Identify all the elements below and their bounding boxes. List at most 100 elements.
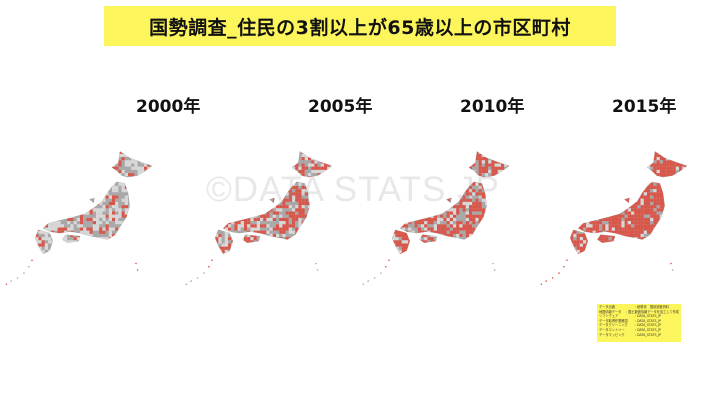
municipality-cell	[131, 243, 135, 247]
municipality-cell	[288, 198, 292, 202]
municipality-cell	[154, 212, 157, 215]
municipality-cell	[311, 240, 315, 244]
municipality-cell	[488, 221, 492, 225]
municipality-cell	[621, 192, 625, 196]
municipality-cell	[453, 157, 457, 161]
municipality-cell	[573, 153, 577, 158]
municipality-cell	[592, 151, 596, 154]
municipality-cell	[60, 253, 64, 254]
municipality-cell	[73, 153, 77, 158]
municipality-cell	[459, 246, 463, 250]
municipality-cell	[64, 185, 68, 190]
municipality-cell	[67, 166, 71, 170]
municipality-cell	[576, 169, 580, 174]
municipality-cell	[240, 160, 244, 164]
municipality-cell	[89, 214, 93, 218]
municipality-cell	[57, 166, 61, 170]
municipality-cell	[73, 211, 77, 215]
municipality-cell	[105, 192, 109, 196]
municipality-cell	[643, 169, 647, 174]
municipality-cell	[128, 153, 132, 158]
municipality-cell	[583, 198, 587, 202]
municipality-cell	[314, 224, 318, 228]
municipality-cell	[334, 212, 337, 215]
municipality-cell	[573, 240, 577, 244]
municipality-cell	[231, 224, 235, 228]
municipality-cell	[611, 198, 615, 202]
municipality-cell	[272, 151, 276, 154]
municipality-cell	[478, 185, 482, 190]
municipality-cell	[301, 253, 305, 254]
municipality-cell	[83, 157, 87, 161]
municipality-cell	[102, 211, 106, 215]
municipality-cell	[140, 208, 144, 212]
municipality-cell	[421, 246, 425, 250]
municipality-cell	[424, 214, 428, 218]
municipality-cell	[424, 221, 428, 225]
municipality-cell	[324, 237, 328, 241]
municipality-cell	[89, 221, 93, 225]
municipality-cell	[154, 189, 157, 192]
municipality-cell	[38, 192, 42, 196]
municipality-cell	[115, 166, 119, 170]
municipality-cell	[624, 237, 628, 241]
municipality-cell	[437, 151, 441, 154]
municipality-cell	[589, 189, 593, 193]
municipality-cell	[653, 217, 657, 222]
municipality-cell	[304, 221, 308, 225]
municipality-cell	[308, 253, 312, 254]
municipality-cell	[234, 237, 238, 241]
municipality-cell	[481, 205, 485, 209]
municipality-cell	[237, 163, 241, 167]
municipality-cell	[121, 240, 125, 244]
municipality-cell	[608, 211, 612, 215]
municipality-cell	[398, 153, 402, 158]
municipality-cell	[51, 224, 55, 228]
municipality-cell	[627, 160, 631, 164]
municipality-cell	[504, 201, 508, 206]
municipality-cell	[99, 201, 103, 206]
municipality-cell	[301, 227, 305, 231]
municipality-cell	[433, 151, 437, 154]
municipality-cell	[475, 198, 479, 202]
municipality-cell	[99, 173, 103, 177]
municipality-cell	[218, 233, 222, 238]
municipality-cell	[615, 166, 619, 170]
municipality-cell	[501, 176, 505, 180]
municipality-cell	[643, 214, 647, 218]
municipality-cell	[453, 224, 457, 228]
municipality-cell	[89, 192, 93, 196]
municipality-cell	[511, 199, 514, 202]
municipality-cell	[41, 201, 45, 206]
municipality-cell	[501, 227, 505, 231]
municipality-cell	[443, 148, 446, 151]
municipality-cell	[279, 253, 283, 254]
municipality-cell	[140, 179, 144, 183]
municipality-cell	[51, 182, 55, 186]
municipality-cell	[440, 163, 444, 167]
municipality-cell	[624, 169, 628, 174]
municipality-cell	[212, 250, 215, 253]
municipality-cell	[634, 253, 638, 254]
municipality-cell	[449, 208, 453, 212]
municipality-cell	[570, 230, 571, 234]
municipality-cell	[96, 148, 99, 151]
municipality-cell	[147, 237, 151, 241]
municipality-cell	[48, 211, 52, 215]
municipality-cell	[327, 227, 331, 231]
municipality-cell	[427, 163, 431, 167]
municipality-cell	[579, 157, 583, 161]
municipality-cell	[462, 227, 466, 231]
municipality-cell	[595, 227, 599, 231]
municipality-cell	[583, 157, 587, 161]
municipality-cell	[76, 163, 80, 167]
municipality-cell	[124, 205, 128, 209]
municipality-cell	[67, 198, 71, 202]
municipality-cell	[137, 227, 141, 231]
municipality-cell	[76, 185, 80, 190]
municipality-cell	[427, 151, 431, 154]
municipality-cell	[475, 205, 479, 209]
municipality-cell	[266, 163, 270, 167]
municipality-cell	[570, 166, 574, 170]
municipality-cell	[631, 208, 635, 212]
